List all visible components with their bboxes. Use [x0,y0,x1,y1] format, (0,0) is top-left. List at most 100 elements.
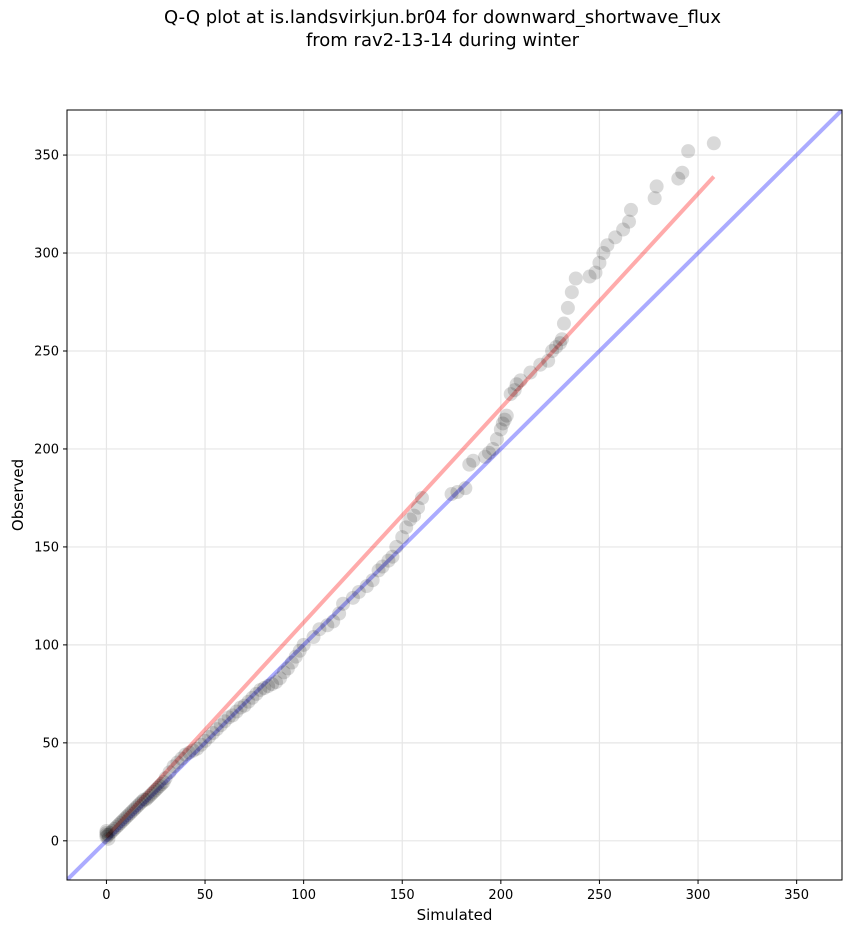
data-point [288,649,303,664]
data-point [101,827,116,842]
data-point [209,722,224,737]
x-tick-label: 50 [197,888,214,903]
data-point [257,680,272,695]
data-point [225,708,240,723]
x-tick-label: 100 [291,888,316,903]
y-tick-label: 250 [34,344,59,359]
x-tick-label: 150 [390,888,415,903]
data-point [186,743,201,758]
data-point [229,704,244,719]
data-point [241,694,256,709]
data-point [608,230,623,245]
data-point [269,675,284,690]
data-point [444,487,459,502]
data-point [99,827,114,842]
x-tick-label: 250 [587,888,612,903]
data-point [503,387,518,402]
data-point [152,778,167,793]
data-point [541,353,556,368]
data-point [237,698,252,713]
data-point [280,661,295,676]
plot-frame [66,109,843,881]
data-point [478,449,493,464]
data-point [359,579,374,594]
data-point [117,812,132,827]
data-point [132,796,147,811]
data-point [99,825,114,840]
x-axis-label: Simulated [417,906,493,924]
data-point [549,340,564,355]
fit-line [104,175,716,839]
data-point [162,765,177,780]
data-point [403,512,418,527]
data-point [458,481,473,496]
x-tick-label: 0 [102,888,110,903]
data-point [554,332,569,347]
data-point [556,316,571,331]
x-tick-label: 300 [686,888,711,903]
data-point [103,825,118,840]
reference-lines [67,110,842,880]
data-point [553,336,568,351]
data-point [336,596,351,611]
data-point [485,441,500,456]
data-point [245,690,260,705]
data-point [109,820,124,835]
data-point [166,759,181,774]
data-point [107,822,122,837]
data-point [649,179,664,194]
data-point [127,802,142,817]
data-point [253,682,268,697]
grid-lines [67,110,842,880]
data-point [125,804,140,819]
data-point [221,710,236,725]
y-tick-label: 0 [51,834,59,849]
data-point [276,665,291,680]
data-point [123,806,138,821]
data-point [261,679,276,694]
data-point [507,383,522,398]
data-point [136,792,151,807]
data-point [385,549,400,564]
data-points [99,136,721,846]
data-point [568,271,583,286]
identity-line [67,110,842,880]
data-point [375,559,390,574]
y-axis-label: Observed [9,459,27,531]
data-point [138,792,153,807]
data-point [365,573,380,588]
data-point [466,453,481,468]
data-point [99,829,114,844]
data-point [129,800,144,815]
axis-ticks: 0 50 100 150 200 250 300 350 0 50 100 150 200 250 300 3… [34,149,809,903]
data-point [513,373,528,388]
data-point [647,191,662,206]
data-point [213,718,228,733]
data-point [675,165,690,180]
data-point [158,771,173,786]
data-point [706,136,721,151]
data-point [292,643,307,658]
y-tick-label: 150 [34,540,59,555]
data-point [545,343,560,358]
data-point [681,144,696,159]
data-point [582,269,597,284]
data-point [306,630,321,645]
data-point [150,780,165,795]
data-point [499,408,514,423]
data-point [201,729,216,744]
data-point [399,520,414,535]
chart-title: Q-Q plot at is.landsvirkjun.br04 for dow… [0,6,851,52]
data-point [564,285,579,300]
data-point [411,500,426,515]
y-tick-label: 50 [42,736,59,751]
data-point [345,590,360,605]
data-point [523,365,538,380]
data-point [495,416,510,431]
data-point [671,171,686,186]
data-point [596,246,611,261]
data-point [371,563,386,578]
x-tick-label: 200 [488,888,513,903]
data-point [493,422,508,437]
data-point [101,831,116,846]
